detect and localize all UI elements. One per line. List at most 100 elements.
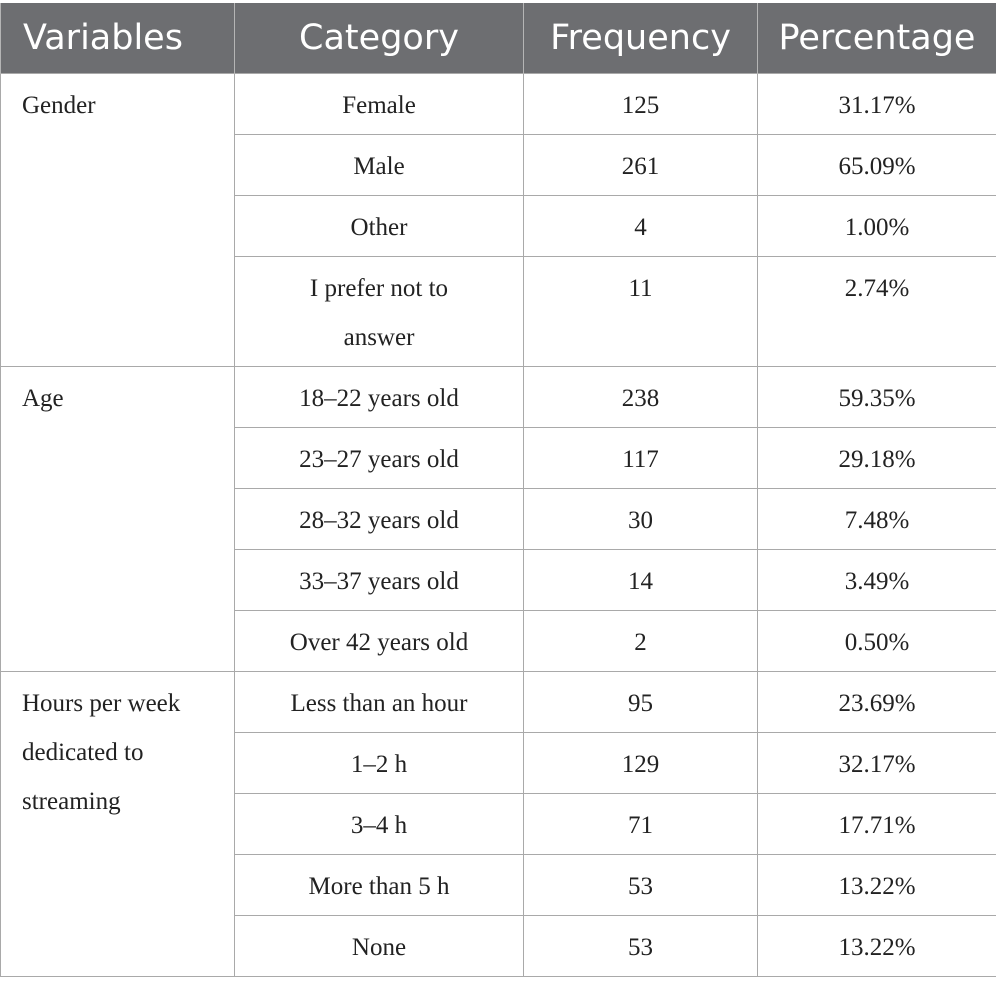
header-variables: Variables <box>0 3 235 74</box>
variable-label: Gender <box>22 92 96 119</box>
frequency-cell: 4 <box>523 195 758 257</box>
table-row: 33–37 years old 14 3.49% <box>1 549 996 611</box>
frequency-cell: 53 <box>523 915 758 977</box>
frequency-value: 53 <box>628 873 653 900</box>
category-cell: None <box>234 915 524 977</box>
percentage-value: 31.17% <box>838 92 916 119</box>
frequency-cell: 261 <box>523 134 758 196</box>
category-label: Over 42 years old <box>289 629 469 656</box>
percentage-value: 29.18% <box>838 446 916 473</box>
category-label: 33–37 years old <box>299 568 459 595</box>
frequency-cell: 30 <box>523 488 758 550</box>
category-cell: More than 5 h <box>234 854 524 916</box>
percentage-value: 13.22% <box>838 873 916 900</box>
category-label: 3–4 h <box>350 812 408 839</box>
frequency-cell: 14 <box>523 549 758 611</box>
category-cell: 3–4 h <box>234 793 524 855</box>
frequency-value: 238 <box>621 385 660 412</box>
percentage-value: 32.17% <box>838 751 916 778</box>
percentage-value: 7.48% <box>844 507 910 534</box>
category-label: Other <box>350 214 408 241</box>
percentage-value: 23.69% <box>838 690 916 717</box>
percentage-cell: 23.69% <box>757 671 996 733</box>
header-category: Category <box>234 3 524 74</box>
percentage-cell: 32.17% <box>757 732 996 794</box>
demographics-table: Variables Category Frequency Percentage … <box>0 3 996 977</box>
percentage-value: 1.00% <box>844 214 910 241</box>
percentage-value: 0.50% <box>844 629 910 656</box>
percentage-cell: 0.50% <box>757 610 996 672</box>
category-cell: Less than an hour <box>234 671 524 733</box>
category-label: 23–27 years old <box>299 446 459 473</box>
percentage-value: 2.74% <box>844 275 910 302</box>
variable-cell: Age <box>0 366 235 672</box>
frequency-cell: 2 <box>523 610 758 672</box>
frequency-cell: 129 <box>523 732 758 794</box>
category-label: More than 5 h <box>308 873 450 900</box>
variable-cell: Hours per week dedicated to streaming <box>0 671 235 977</box>
percentage-cell: 7.48% <box>757 488 996 550</box>
table-row: 1–2 h 129 32.17% <box>1 732 996 794</box>
category-label: Male <box>353 153 405 180</box>
frequency-cell: 95 <box>523 671 758 733</box>
table-row: I prefer not to answer 11 2.74% <box>1 256 996 367</box>
frequency-cell: 125 <box>523 73 758 135</box>
frequency-value: 53 <box>628 934 653 961</box>
frequency-cell: 71 <box>523 793 758 855</box>
variable-label: Hours per week dedicated to streaming <box>22 690 181 815</box>
category-cell: I prefer not to answer <box>234 256 524 367</box>
percentage-value: 3.49% <box>844 568 910 595</box>
category-cell: 23–27 years old <box>234 427 524 489</box>
variable-cell: Gender <box>0 73 235 367</box>
category-cell: Over 42 years old <box>234 610 524 672</box>
percentage-value: 59.35% <box>838 385 916 412</box>
percentage-cell: 31.17% <box>757 73 996 135</box>
frequency-cell: 11 <box>523 256 758 367</box>
percentage-cell: 13.22% <box>757 854 996 916</box>
frequency-value: 95 <box>628 690 653 717</box>
percentage-cell: 17.71% <box>757 793 996 855</box>
category-label: 1–2 h <box>350 751 408 778</box>
percentage-cell: 13.22% <box>757 915 996 977</box>
percentage-cell: 1.00% <box>757 195 996 257</box>
table-row: Gender Female 125 31.17% <box>0 73 996 367</box>
category-label: Less than an hour <box>290 690 468 717</box>
header-frequency: Frequency <box>523 3 758 74</box>
frequency-cell: 117 <box>523 427 758 489</box>
table-row: Male 261 65.09% <box>1 134 996 196</box>
frequency-value: 11 <box>628 275 653 302</box>
category-label: Female <box>342 92 416 119</box>
table-row: Age 18–22 years old 238 59.35% <box>0 366 996 672</box>
table-row: None 53 13.22% <box>1 915 996 977</box>
category-label: I prefer not to answer <box>309 275 449 351</box>
percentage-cell: 3.49% <box>757 549 996 611</box>
table-row: 3–4 h 71 17.71% <box>1 793 996 855</box>
category-cell: 28–32 years old <box>234 488 524 550</box>
percentage-cell: 59.35% <box>757 366 996 428</box>
frequency-value: 2 <box>634 629 647 656</box>
category-cell: 18–22 years old <box>234 366 524 428</box>
percentage-cell: 2.74% <box>757 256 996 367</box>
frequency-value: 71 <box>628 812 653 839</box>
header-row: Variables Category Frequency Percentage <box>0 3 996 74</box>
percentage-value: 65.09% <box>838 153 916 180</box>
table-row: Hours per week dedicated to streaming Le… <box>0 671 996 977</box>
table-row: More than 5 h 53 13.22% <box>1 854 996 916</box>
category-cell: Other <box>234 195 524 257</box>
variable-label: Age <box>22 385 64 412</box>
percentage-cell: 29.18% <box>757 427 996 489</box>
category-cell: Female <box>234 73 524 135</box>
category-cell: 33–37 years old <box>234 549 524 611</box>
category-cell: 1–2 h <box>234 732 524 794</box>
frequency-cell: 238 <box>523 366 758 428</box>
header-percentage: Percentage <box>757 3 996 74</box>
frequency-value: 30 <box>628 507 653 534</box>
category-label: None <box>351 934 407 961</box>
frequency-value: 4 <box>634 214 647 241</box>
table-row: 23–27 years old 117 29.18% <box>1 427 996 489</box>
percentage-cell: 65.09% <box>757 134 996 196</box>
frequency-value: 129 <box>621 751 660 778</box>
percentage-value: 17.71% <box>838 812 916 839</box>
category-cell: Male <box>234 134 524 196</box>
percentage-value: 13.22% <box>838 934 916 961</box>
